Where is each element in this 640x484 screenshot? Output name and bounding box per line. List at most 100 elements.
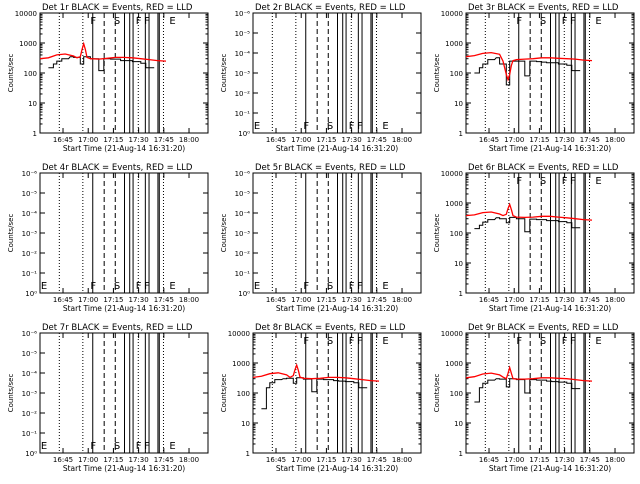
- flag-marker-E: E: [41, 441, 47, 452]
- flag-marker-F: F: [349, 281, 355, 292]
- flag-marker-E: E: [169, 16, 175, 27]
- x-tick-label: 17:15: [529, 136, 549, 144]
- y-tick-label: 10⁻⁴: [235, 50, 251, 58]
- y-tick-label: 100: [24, 70, 37, 78]
- flag-marker-S: S: [540, 336, 546, 347]
- flag-marker-F: F: [570, 176, 576, 187]
- x-tick-label: 18:00: [605, 136, 625, 144]
- x-tick-label: 16:45: [479, 136, 499, 144]
- x-axis-label: Start Time (21-Aug-14 16:31:20): [276, 464, 398, 473]
- det-panel-7: Det 7r BLACK = Events, RED = LLD 10⁰ 10⁻¹ 1…: [7, 323, 209, 473]
- flag-marker-E: E: [169, 441, 175, 452]
- x-tick-label: 18:00: [179, 296, 199, 304]
- det-panel-5: Det 5r BLACK = Events, RED = LLD 10⁰ 10⁻¹ 1…: [220, 163, 422, 313]
- x-axis-label: Start Time (21-Aug-14 16:31:20): [276, 304, 398, 313]
- flag-marker-F: F: [516, 336, 522, 347]
- plot-frame: [465, 12, 635, 134]
- x-tick-label: 17:30: [555, 296, 575, 304]
- det-panel-3: Det 3r BLACK = Events, RED = LLD 1 10 100 10…: [433, 3, 635, 153]
- plot-frame: [39, 332, 209, 454]
- plot-frame: [252, 172, 422, 294]
- flag-marker-F: F: [570, 336, 576, 347]
- y-tick-label: 10: [454, 260, 463, 268]
- x-axis-label: Start Time (21-Aug-14 16:31:20): [276, 144, 398, 153]
- x-tick-label: 17:30: [129, 296, 149, 304]
- flag-marker-F: F: [562, 16, 568, 27]
- x-tick-label: 17:30: [342, 296, 362, 304]
- panel-title: Det 7r BLACK = Events, RED = LLD: [42, 323, 193, 333]
- x-tick-label: 18:00: [392, 296, 412, 304]
- x-tick-label: 17:15: [529, 456, 549, 464]
- y-tick-label: 10⁰: [238, 290, 250, 298]
- y-tick-label: 1000: [445, 40, 463, 48]
- x-tick-label: 17:15: [103, 456, 123, 464]
- det-panel-8: Det 8r BLACK = Events, RED = LLD 1 10 100 10…: [220, 323, 422, 473]
- plot-frame: [465, 172, 635, 294]
- flag-marker-F: F: [136, 441, 142, 452]
- flag-marker-E: E: [169, 281, 175, 292]
- y-tick-label: 10⁰: [238, 130, 250, 138]
- y-tick-label: 1000: [445, 360, 463, 368]
- x-tick-label: 18:00: [392, 136, 412, 144]
- y-tick-label: 1000: [232, 360, 250, 368]
- flag-marker-F: F: [516, 16, 522, 27]
- y-axis-label: Counts/sec: [433, 54, 441, 93]
- y-tick-label: 10⁻⁵: [235, 30, 251, 38]
- flag-marker-F: F: [349, 336, 355, 347]
- y-tick-label: 10: [454, 420, 463, 428]
- x-tick-label: 17:00: [78, 456, 98, 464]
- x-tick-label: 16:45: [53, 136, 73, 144]
- y-tick-label: 10⁻³: [22, 390, 38, 398]
- x-tick-label: 17:30: [555, 456, 575, 464]
- y-tick-label: 10⁻³: [22, 230, 38, 238]
- x-tick-label: 17:45: [580, 456, 600, 464]
- panel-title: Det 2r BLACK = Events, RED = LLD: [255, 3, 406, 13]
- x-tick-label: 17:45: [367, 456, 387, 464]
- events-series-line: [474, 57, 581, 86]
- x-tick-label: 16:45: [266, 456, 286, 464]
- x-axis-label: Start Time (21-Aug-14 16:31:20): [489, 464, 611, 473]
- det-panel-1: Det 1r BLACK = Events, RED = LLD 1 10 100 10…: [7, 3, 209, 153]
- panel-title: Det 3r BLACK = Events, RED = LLD: [468, 3, 619, 13]
- y-axis-label: Counts/sec: [433, 374, 441, 413]
- y-tick-label: 10⁻⁶: [22, 170, 38, 178]
- x-tick-label: 18:00: [605, 296, 625, 304]
- y-tick-label: 10: [241, 420, 250, 428]
- panel-title: Det 5r BLACK = Events, RED = LLD: [255, 163, 406, 173]
- y-tick-label: 10⁻⁴: [22, 210, 38, 218]
- x-tick-label: 16:45: [53, 456, 73, 464]
- x-tick-label: 17:30: [129, 136, 149, 144]
- plot-frame: [465, 332, 635, 454]
- plot-frame: [252, 12, 422, 134]
- flag-marker-F: F: [357, 336, 363, 347]
- y-tick-label: 10⁰: [25, 450, 37, 458]
- y-axis-label: Counts/sec: [220, 374, 228, 413]
- flag-marker-S: S: [114, 441, 120, 452]
- y-tick-label: 100: [450, 390, 463, 398]
- flag-marker-F: F: [136, 281, 142, 292]
- flag-marker-F: F: [144, 281, 150, 292]
- x-tick-label: 18:00: [605, 456, 625, 464]
- x-tick-label: 17:00: [78, 296, 98, 304]
- y-tick-label: 1000: [445, 200, 463, 208]
- flag-marker-E: E: [382, 121, 388, 132]
- panel-title: Det 4r BLACK = Events, RED = LLD: [42, 163, 193, 173]
- y-tick-label: 1: [459, 290, 463, 298]
- flag-marker-E: E: [382, 281, 388, 292]
- y-tick-label: 10000: [228, 330, 250, 338]
- lld-series-line: [465, 51, 593, 82]
- flag-marker-F: F: [303, 281, 309, 292]
- y-tick-label: 10⁻⁵: [22, 190, 38, 198]
- x-tick-label: 17:30: [342, 456, 362, 464]
- flag-marker-F: F: [90, 441, 96, 452]
- det-panel-6: Det 6r BLACK = Events, RED = LLD 1 10 100 10…: [433, 163, 635, 313]
- flag-marker-F: F: [562, 336, 568, 347]
- flag-marker-E: E: [254, 121, 260, 132]
- flag-marker-F: F: [136, 16, 142, 27]
- flag-marker-F: F: [90, 16, 96, 27]
- flag-marker-F: F: [349, 121, 355, 132]
- x-tick-label: 17:30: [342, 136, 362, 144]
- y-tick-label: 1: [459, 130, 463, 138]
- y-tick-label: 10000: [441, 330, 463, 338]
- y-tick-label: 10⁻¹: [235, 110, 251, 118]
